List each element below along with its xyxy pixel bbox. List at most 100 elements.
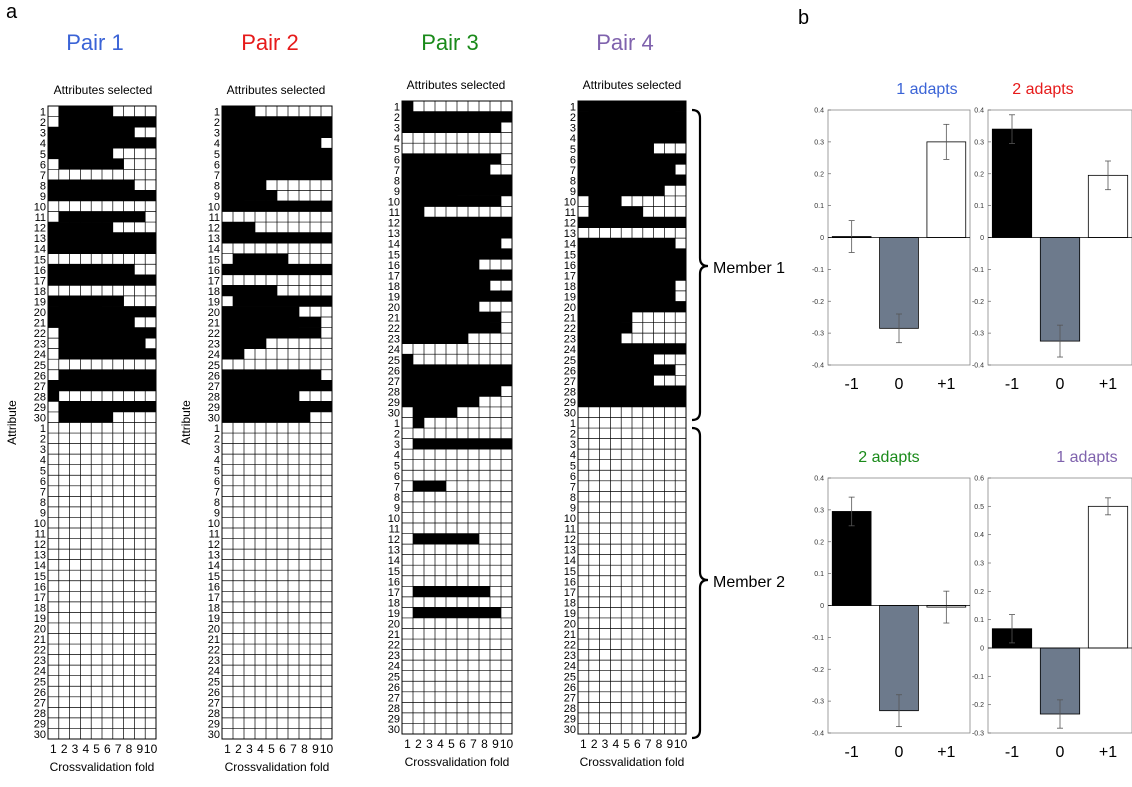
category-label: 0: [1056, 376, 1065, 393]
y-tick-label: 0.1: [974, 617, 984, 624]
col-label: 5: [448, 737, 455, 751]
heatmap-xlabel: Crossvalidation fold: [580, 755, 685, 769]
row-label: 24: [564, 344, 576, 356]
category-label: -1: [845, 744, 859, 761]
row-label: 28: [34, 391, 46, 403]
row-label: 12: [388, 534, 400, 546]
row-label: 2: [40, 434, 46, 446]
y-tick-label: -0.2: [812, 667, 824, 674]
row-label: 24: [208, 349, 220, 361]
row-label: 2: [214, 117, 220, 129]
row-label: 13: [208, 550, 220, 562]
col-label: 9: [666, 737, 673, 751]
selected-cell: [222, 306, 299, 317]
row-label: 24: [388, 661, 400, 673]
row-label: 30: [208, 413, 220, 425]
y-tick-label: 0.3: [974, 561, 984, 568]
row-label: 25: [564, 671, 576, 683]
row-label: 18: [208, 602, 220, 614]
col-label: 7: [290, 742, 297, 756]
row-label: 18: [388, 597, 400, 609]
selected-cell: [413, 480, 446, 492]
row-label: 5: [394, 144, 400, 156]
row-label: 25: [34, 360, 46, 372]
row-label: 25: [208, 360, 220, 372]
col-label: 3: [72, 742, 79, 756]
col-label: 2: [415, 737, 422, 751]
row-label: 2: [570, 112, 576, 124]
row-label: 6: [214, 476, 220, 488]
col-label: 6: [104, 742, 111, 756]
selected-cell: [58, 401, 156, 412]
row-label: 6: [394, 154, 400, 166]
col-label: 4: [437, 737, 444, 751]
heatmap-ylabel: Attribute: [179, 400, 193, 445]
row-label: 21: [388, 629, 400, 641]
row-label: 23: [34, 339, 46, 351]
category-label: 0: [895, 376, 904, 393]
row-label: 4: [394, 133, 400, 145]
row-label: 13: [388, 228, 400, 240]
row-label: 9: [394, 186, 400, 198]
row-label: 24: [208, 666, 220, 678]
y-tick-label: 0.4: [814, 108, 824, 115]
row-label: 11: [209, 529, 220, 541]
category-label: -1: [1005, 744, 1019, 761]
row-label: 16: [34, 265, 46, 277]
row-label: 11: [389, 524, 400, 536]
y-tick-label: 0.5: [974, 504, 984, 511]
row-label: 21: [388, 313, 400, 325]
row-label: 28: [564, 703, 576, 715]
y-tick-label: -0.3: [972, 331, 984, 338]
heatmap-title: Pair 2: [241, 30, 298, 55]
row-label: 10: [388, 513, 400, 525]
row-label: 20: [388, 302, 400, 314]
row-label: 7: [394, 165, 400, 177]
selected-cell: [402, 301, 479, 312]
row-label: 23: [564, 334, 576, 346]
y-tick-label: 0.2: [974, 589, 984, 596]
selected-cell: [588, 269, 686, 281]
selected-cell: [222, 232, 233, 244]
y-tick-label: 0.1: [814, 203, 824, 210]
selected-cell: [578, 364, 676, 376]
row-label: 8: [570, 492, 576, 504]
row-label: 22: [208, 645, 220, 657]
col-label: 9: [136, 742, 143, 756]
barchart-title: 1 adapts: [896, 81, 957, 98]
row-label: 14: [388, 555, 400, 567]
row-label: 30: [34, 729, 46, 741]
category-label: +1: [937, 376, 955, 393]
row-label: 11: [35, 212, 46, 224]
col-label: 3: [426, 737, 433, 751]
row-label: 12: [564, 218, 576, 230]
col-label: 6: [634, 737, 641, 751]
row-label: 23: [34, 655, 46, 667]
row-label: 12: [34, 539, 46, 551]
row-label: 1: [40, 107, 46, 119]
row-label: 3: [214, 444, 220, 456]
row-label: 21: [34, 634, 46, 646]
row-label: 7: [570, 165, 576, 177]
row-label: 19: [34, 296, 46, 308]
y-tick-label: 0.3: [814, 507, 824, 514]
row-label: 19: [564, 608, 576, 620]
selected-cell: [402, 312, 501, 323]
row-label: 27: [564, 376, 576, 388]
selected-cell: [58, 232, 156, 244]
row-label: 17: [388, 270, 400, 282]
row-label: 1: [394, 418, 400, 430]
heatmap-col-header: Attributes selected: [583, 78, 682, 92]
row-label: 12: [34, 223, 46, 235]
row-label: 5: [214, 149, 220, 161]
selected-cell: [402, 195, 501, 207]
row-label: 26: [564, 682, 576, 694]
row-label: 15: [208, 571, 220, 583]
col-label: 8: [656, 737, 663, 751]
category-label: -1: [1005, 376, 1019, 393]
selected-cell: [58, 179, 135, 191]
row-label: 18: [34, 286, 46, 298]
y-tick-label: -0.4: [812, 731, 824, 738]
row-label: 5: [40, 149, 46, 161]
